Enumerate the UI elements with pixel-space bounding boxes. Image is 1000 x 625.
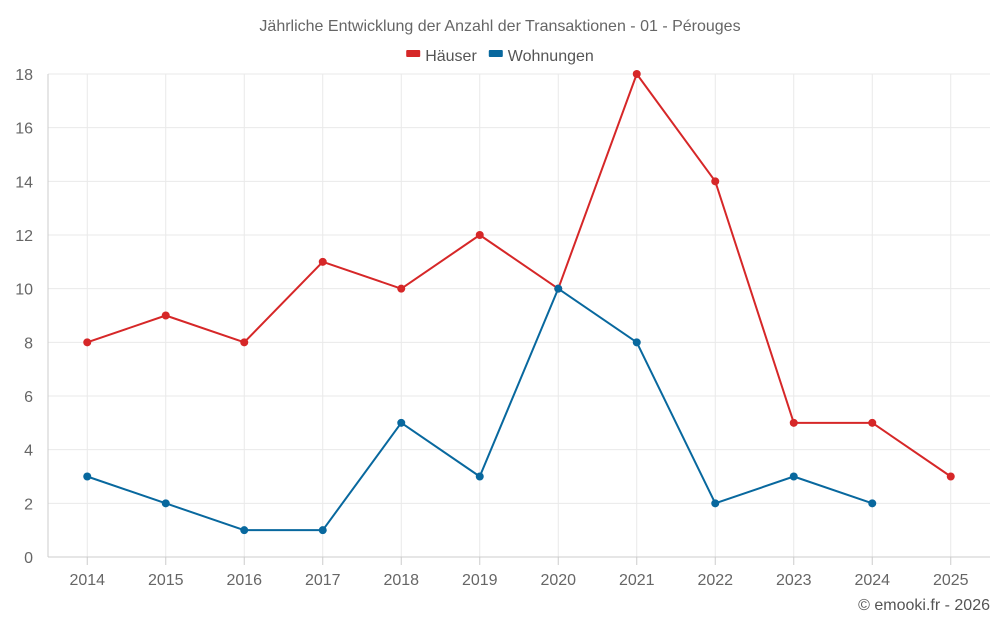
credit-text: © emooki.fr - 2026 [858, 597, 990, 614]
data-point-wohnungen [161, 499, 170, 508]
data-point-haeuser [946, 472, 955, 481]
data-point-wohnungen [475, 472, 484, 481]
x-tick-label: 2014 [69, 572, 105, 589]
y-tick-label: 18 [15, 67, 33, 84]
y-tick-label: 4 [24, 443, 33, 460]
chart-title: Jährliche Entwicklung der Anzahl der Tra… [259, 18, 740, 35]
y-tick-label: 8 [24, 335, 33, 352]
legend-label: Häuser [425, 48, 477, 65]
x-tick-label: 2015 [148, 572, 184, 589]
data-point-haeuser [83, 338, 92, 347]
data-point-wohnungen [554, 284, 563, 293]
data-point-wohnungen [868, 499, 877, 508]
y-tick-label: 12 [15, 228, 33, 245]
data-point-haeuser [711, 177, 720, 186]
y-axis: 0 2 4 6 8 10 12 14 16 18 [15, 67, 49, 567]
data-point-wohnungen [632, 338, 641, 347]
x-axis: 2014 2015 2016 2017 2018 2019 2020 2021 2022 2023… [48, 556, 990, 589]
data-point-wohnungen [318, 526, 327, 535]
data-point-wohnungen [789, 472, 798, 481]
grid-lines [48, 73, 990, 557]
x-tick-label: 2016 [226, 572, 262, 589]
x-tick-label: 2019 [462, 572, 498, 589]
data-point-wohnungen [240, 526, 249, 535]
x-tick-label: 2023 [776, 572, 812, 589]
data-point-haeuser [318, 257, 327, 266]
data-point-haeuser [632, 70, 641, 78]
data-point-wohnungen [83, 472, 92, 481]
x-tick-label: 2024 [854, 572, 890, 589]
data-point-haeuser [161, 311, 170, 320]
y-tick-label: 6 [24, 389, 33, 406]
x-tick-label: 2022 [697, 572, 733, 589]
data-point-haeuser [475, 231, 484, 239]
y-tick-label: 2 [24, 496, 33, 513]
y-tick-label: 10 [15, 282, 33, 299]
data-point-haeuser [240, 338, 249, 347]
data-point-wohnungen [711, 499, 720, 508]
x-tick-label: 2025 [933, 572, 969, 589]
data-point-haeuser [868, 418, 877, 427]
x-tick-label: 2021 [619, 572, 655, 589]
x-tick-label: 2017 [305, 572, 341, 589]
y-tick-label: 16 [15, 121, 33, 138]
data-point-haeuser [789, 418, 798, 427]
y-tick-label: 0 [24, 550, 33, 567]
series-line-haeuser [86, 73, 952, 478]
data-point-haeuser [397, 284, 406, 293]
x-tick-label: 2020 [540, 572, 576, 589]
x-tick-label: 2018 [383, 572, 419, 589]
legend-swatch [406, 50, 421, 57]
y-tick-label: 14 [15, 174, 33, 191]
legend-label: Wohnungen [508, 48, 594, 65]
legend: Häuser Wohnungen [406, 48, 594, 65]
series-group [83, 70, 955, 535]
legend-swatch [488, 50, 503, 57]
data-point-wohnungen [397, 418, 406, 427]
